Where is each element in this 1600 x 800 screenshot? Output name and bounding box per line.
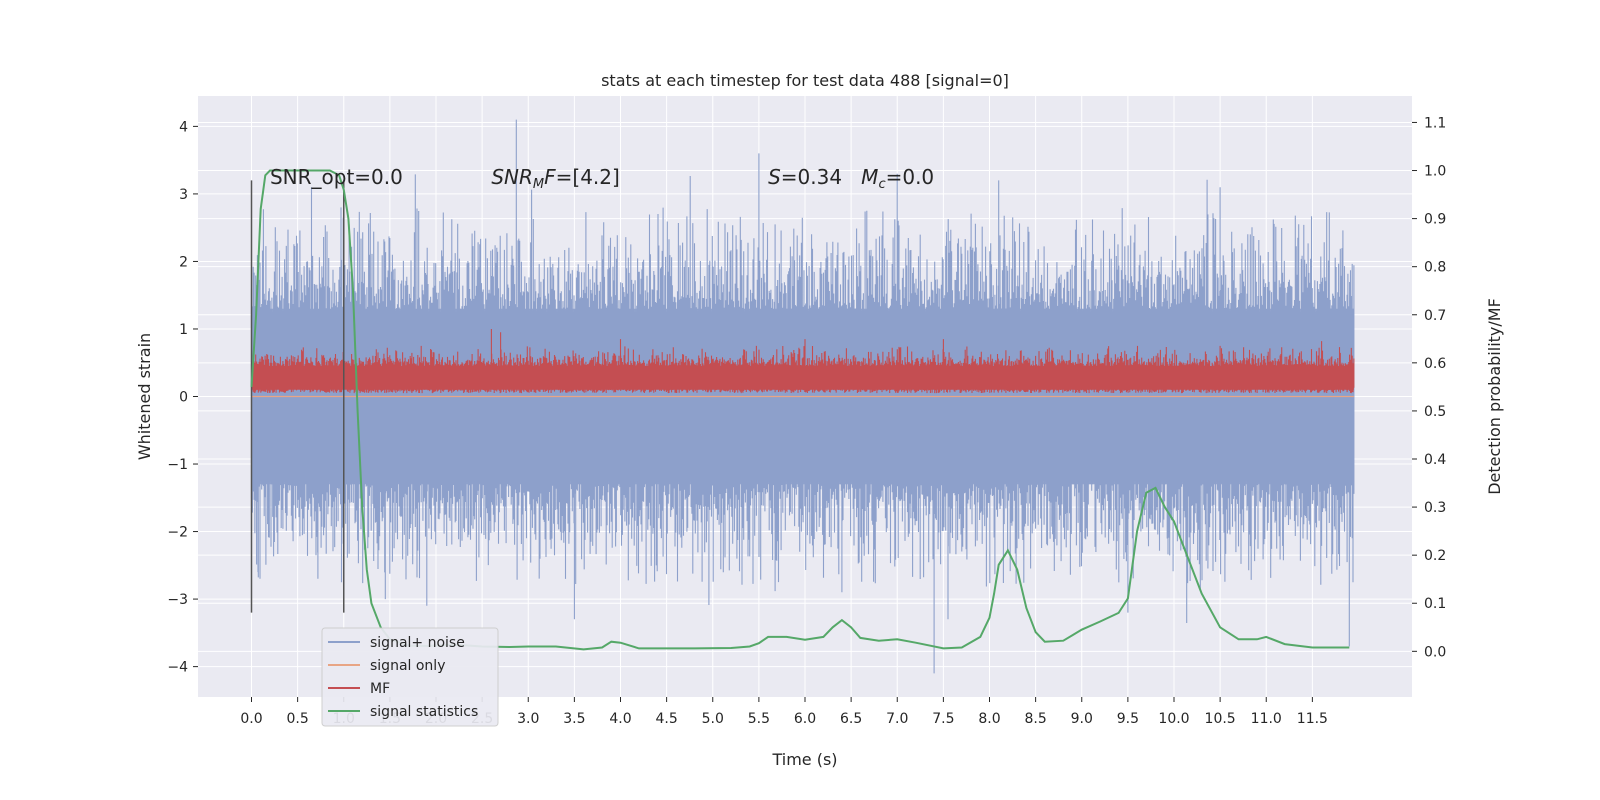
x-tick-label: 8.0 bbox=[978, 711, 1000, 727]
x-tick-label: 5.5 bbox=[748, 711, 770, 727]
chart-title: stats at each timestep for test data 488… bbox=[601, 71, 1009, 90]
vertical-markers bbox=[250, 180, 345, 613]
y-right-axis-label: Detection probability/MF bbox=[1485, 298, 1504, 495]
annotation-snr-mf-part: SNR bbox=[491, 165, 533, 189]
y-left-axis-ticks: 4 3 2 1 0 −1 −2 −3 −4 bbox=[167, 119, 198, 676]
y-left-tick-label: 1 bbox=[179, 322, 188, 338]
x-tick-label: 9.0 bbox=[1071, 711, 1093, 727]
y-right-tick-label: 0.6 bbox=[1424, 356, 1446, 372]
x-tick-label: 6.5 bbox=[840, 711, 862, 727]
y-right-tick-label: 1.1 bbox=[1424, 115, 1446, 131]
x-tick-label: 0.5 bbox=[286, 711, 308, 727]
y-left-tick-label: −4 bbox=[167, 660, 188, 676]
annotation-mc-value: =0.0 bbox=[886, 165, 935, 189]
x-tick-label: 11.0 bbox=[1251, 711, 1282, 727]
annotation-s: S bbox=[768, 165, 781, 189]
annotation-snr-mf-value: =[4.2] bbox=[556, 165, 620, 189]
y-right-tick-label: 0.2 bbox=[1424, 548, 1446, 564]
y-right-tick-label: 0.8 bbox=[1424, 260, 1446, 276]
x-tick-label: 3.5 bbox=[563, 711, 585, 727]
annotation-snr-mf: SNRMF=[4.2] bbox=[491, 165, 619, 192]
legend-label-noise: signal+ noise bbox=[370, 635, 465, 651]
legend-label-signal-only: signal only bbox=[370, 658, 445, 674]
y-left-tick-label: 0 bbox=[179, 390, 188, 406]
x-tick-label: 5.0 bbox=[702, 711, 724, 727]
mf-series bbox=[250, 329, 1355, 394]
y-right-axis-ticks: 1.1 1.0 0.9 0.8 0.7 0.6 0.5 0.4 0.3 0.2 0.1 0.0 bbox=[1412, 115, 1446, 660]
annotation-snr-opt: SNR_opt=0.0 bbox=[270, 165, 403, 189]
annotation-snr-mf-italic: F bbox=[544, 165, 556, 189]
y-right-tick-label: 1.0 bbox=[1424, 164, 1446, 180]
x-tick-label: 0.0 bbox=[240, 711, 262, 727]
x-axis-label: Time (s) bbox=[771, 750, 837, 769]
y-right-tick-label: 0.1 bbox=[1424, 596, 1446, 612]
y-right-tick-label: 0.7 bbox=[1424, 308, 1446, 324]
annotation-mc-sub: c bbox=[878, 177, 885, 192]
legend-label-mf: MF bbox=[370, 681, 390, 697]
y-left-tick-label: −2 bbox=[167, 525, 188, 541]
x-tick-label: 11.5 bbox=[1297, 711, 1328, 727]
annotation-s-value: =0.34 bbox=[781, 165, 861, 189]
legend: signal+ noise signal only MF signal stat… bbox=[321, 627, 499, 727]
y-right-tick-label: 0.3 bbox=[1424, 500, 1446, 516]
annotations: SNR_opt=0.0 SNRMF=[4.2] S=0.34 Mc=0.0 bbox=[270, 165, 934, 192]
x-tick-label: 10.0 bbox=[1158, 711, 1189, 727]
y-right-tick-label: 0.4 bbox=[1424, 452, 1446, 468]
annotation-s-mc: S=0.34 Mc=0.0 bbox=[768, 165, 934, 192]
x-tick-label: 7.5 bbox=[932, 711, 954, 727]
x-tick-label: 4.5 bbox=[655, 711, 677, 727]
y-left-tick-label: −1 bbox=[167, 457, 188, 473]
x-tick-label: 8.5 bbox=[1024, 711, 1046, 727]
y-left-tick-label: 2 bbox=[179, 254, 188, 270]
signal-statistics-line bbox=[250, 169, 1350, 651]
annotation-mc: M bbox=[861, 165, 878, 189]
y-right-tick-label: 0.0 bbox=[1424, 644, 1446, 660]
legend-label-stats: signal statistics bbox=[370, 704, 478, 720]
y-left-tick-label: 3 bbox=[179, 187, 188, 203]
legend-box bbox=[321, 627, 499, 727]
y-left-axis-label: Whitened strain bbox=[135, 333, 154, 460]
x-tick-label: 7.0 bbox=[886, 711, 908, 727]
x-tick-label: 6.0 bbox=[794, 711, 816, 727]
annotation-snr-mf-sub: M bbox=[533, 177, 544, 192]
x-tick-label: 9.5 bbox=[1117, 711, 1139, 727]
y-left-tick-label: −3 bbox=[167, 592, 188, 608]
x-tick-label: 4.0 bbox=[609, 711, 631, 727]
y-right-tick-label: 0.9 bbox=[1424, 212, 1446, 228]
x-tick-label: 10.5 bbox=[1205, 711, 1236, 727]
x-axis-ticks: 0.00.51.01.52.02.53.03.54.04.55.05.56.06… bbox=[240, 697, 1328, 727]
y-left-tick-label: 4 bbox=[179, 119, 188, 135]
y-right-tick-label: 0.5 bbox=[1424, 404, 1446, 420]
x-tick-label: 3.0 bbox=[517, 711, 539, 727]
